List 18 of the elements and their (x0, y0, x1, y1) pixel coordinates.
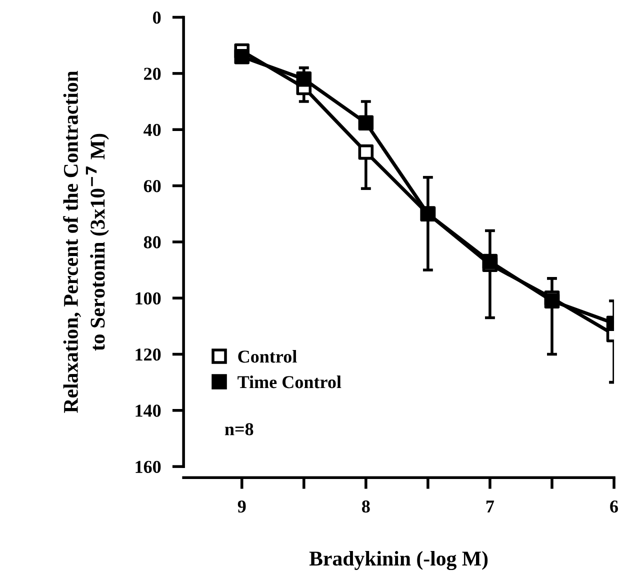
y-tick-label: 80 (144, 236, 161, 248)
y-tick-label: 100 (136, 292, 161, 305)
legend-label: Time Control (238, 376, 342, 388)
y-tick-label: 60 (144, 180, 161, 192)
x-tick-label: 7 (486, 500, 494, 512)
y-tick-label: 160 (136, 460, 161, 473)
y-tick-label: 40 (144, 124, 161, 136)
annotation: n=8 (224, 423, 254, 436)
y-tick-label: 0 (153, 12, 161, 24)
x-tick-label: 8 (362, 500, 370, 513)
y-axis-title: Relaxation, Percent of the Contraction to Serotonin (3x10$^{−7}$ M) (63, 70, 109, 413)
y-tick-label: 120 (136, 348, 161, 361)
x-tick-label: 6 (610, 500, 618, 513)
y-tick-label: 20 (144, 68, 161, 80)
legend-label: Control (238, 350, 297, 363)
y-tick-label: 140 (136, 404, 161, 417)
x-tick-label: 9 (238, 500, 246, 513)
x-axis-title: Bradykinin (-log M) (309, 550, 488, 570)
